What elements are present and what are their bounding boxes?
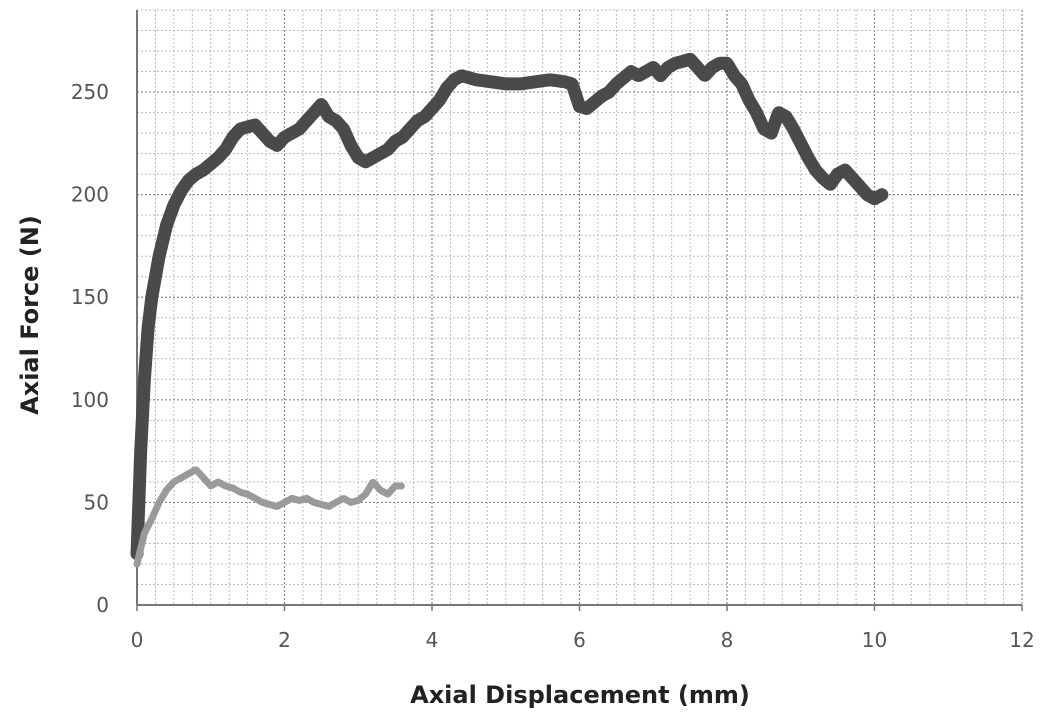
x-tick-label: 4 [426, 628, 439, 652]
x-tick-label: 0 [131, 628, 144, 652]
grid-layer [136, 9, 1023, 606]
y-tick-label: 0 [96, 593, 109, 617]
x-tick-label: 8 [721, 628, 734, 652]
y-tick-label: 250 [71, 80, 109, 104]
x-tick-label: 12 [1009, 628, 1034, 652]
series-2-core [135, 468, 404, 566]
series-1-core [133, 55, 886, 558]
x-tick-label: 2 [278, 628, 291, 652]
y-tick-label: 100 [71, 388, 109, 412]
y-tick-label: 50 [84, 490, 109, 514]
tick-layer: 0 2 4 6 8 10 12 0 50 100 150 200 250 [71, 80, 1035, 652]
y-axis-title: Axial Force (N) [16, 215, 44, 415]
series-layer [130, 52, 889, 568]
y-tick-label: 150 [71, 285, 109, 309]
x-tick-label: 10 [862, 628, 887, 652]
y-tick-label: 200 [71, 183, 109, 207]
x-axis-title: Axial Displacement (mm) [410, 681, 750, 709]
x-tick-label: 6 [573, 628, 586, 652]
